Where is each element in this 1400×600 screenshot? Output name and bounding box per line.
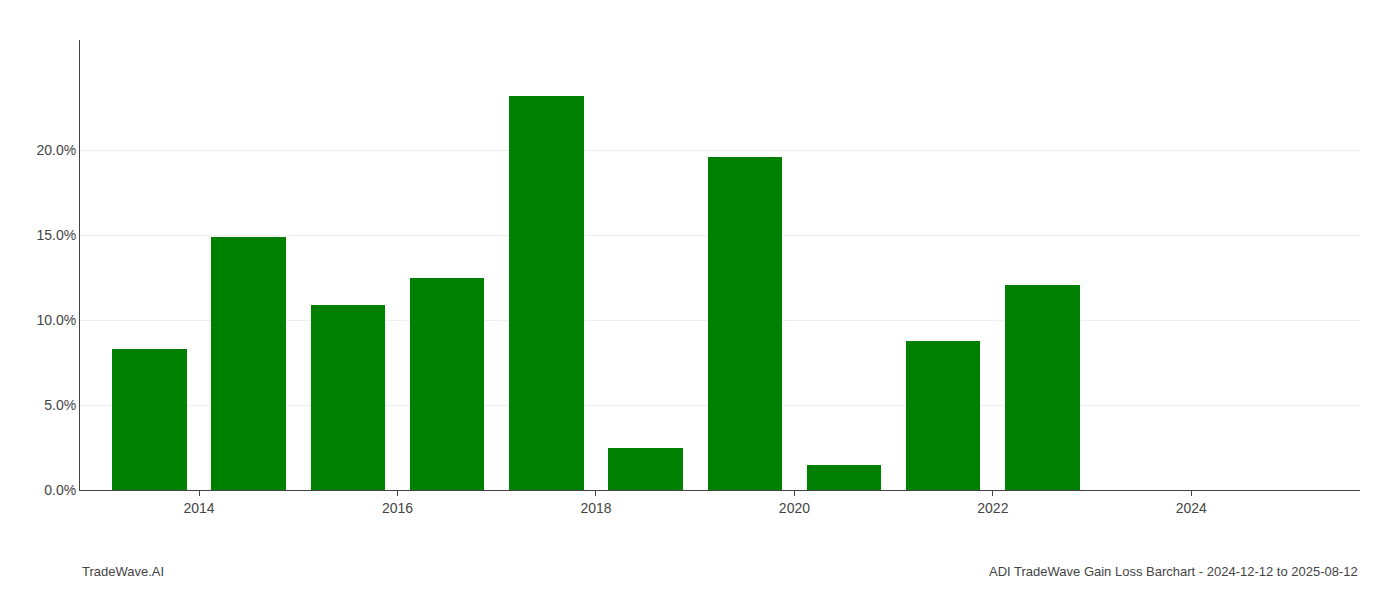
svg-text:ADI TradeWave Gain Loss Barcha: ADI TradeWave Gain Loss Barchart - 2024-… [989,564,1358,579]
svg-text:15.0%: 15.0% [36,227,76,243]
svg-text:10.0%: 10.0% [36,312,76,328]
svg-text:20.0%: 20.0% [36,142,76,158]
svg-text:2016: 2016 [382,500,413,516]
svg-text:2024: 2024 [1176,500,1207,516]
svg-text:2020: 2020 [779,500,810,516]
svg-text:2022: 2022 [977,500,1008,516]
svg-text:2018: 2018 [580,500,611,516]
svg-text:5.0%: 5.0% [44,397,76,413]
svg-text:0.0%: 0.0% [44,482,76,498]
svg-text:TradeWave.AI: TradeWave.AI [82,564,164,579]
svg-text:2014: 2014 [183,500,214,516]
